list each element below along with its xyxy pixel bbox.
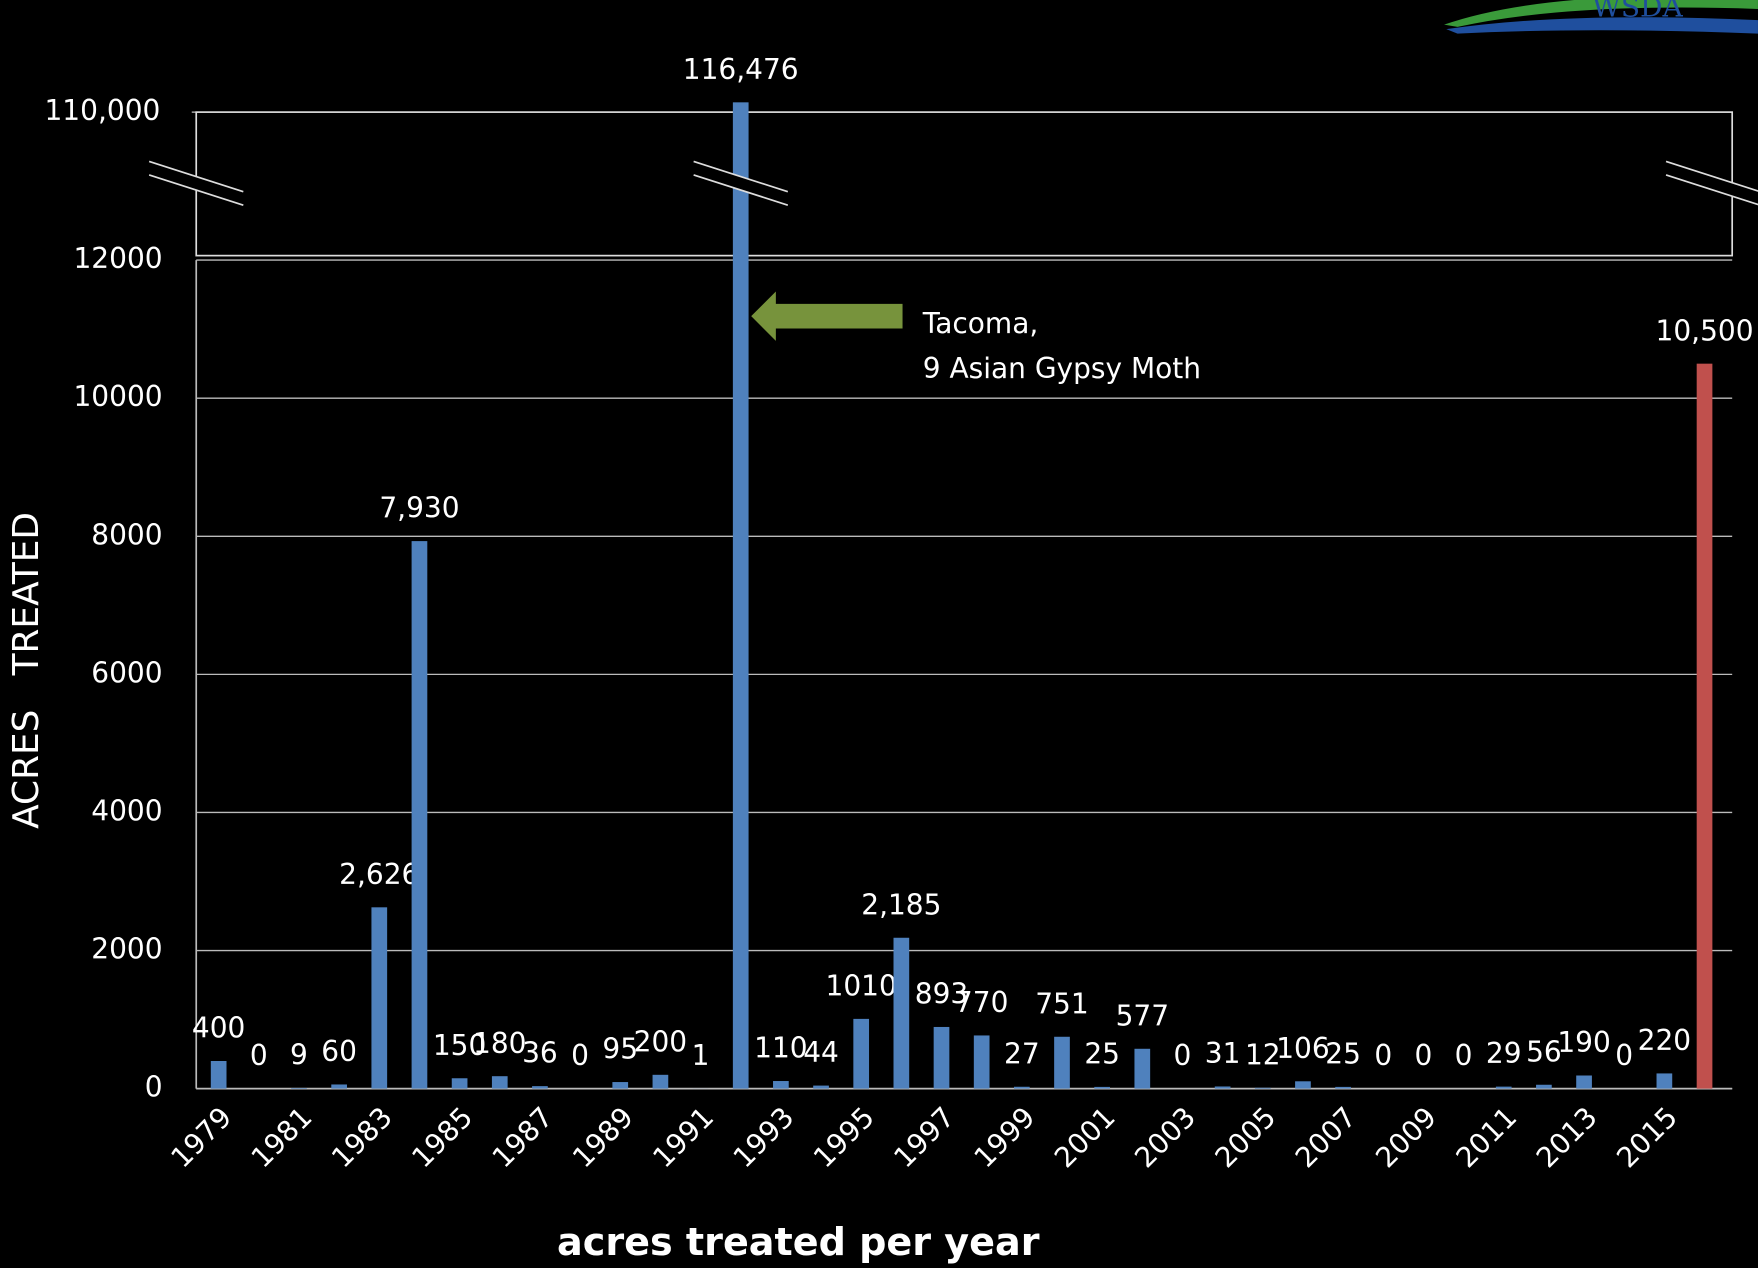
value-label: 60	[321, 1035, 357, 1068]
value-label: 9	[290, 1039, 308, 1072]
value-label: 893	[915, 978, 968, 1011]
bar	[773, 1081, 789, 1089]
bar	[371, 907, 388, 1089]
value-label: 44	[803, 1036, 839, 1069]
bar	[1054, 1036, 1070, 1089]
bar	[893, 937, 910, 1089]
bar	[451, 1078, 468, 1089]
bar	[1094, 1086, 1110, 1089]
logo-swoosh	[1446, 17, 1758, 34]
bar	[1536, 1084, 1552, 1089]
y-axis-label: ACRES TREATED	[6, 512, 47, 829]
value-label: 25	[1325, 1038, 1361, 1071]
axis-break	[148, 160, 244, 193]
bar	[331, 1084, 347, 1089]
bar	[1134, 1048, 1151, 1089]
bar	[1013, 1086, 1030, 1089]
value-label: 10,500	[1656, 314, 1754, 347]
bar	[532, 1086, 548, 1089]
value-label: 0	[1174, 1039, 1192, 1072]
value-label: 770	[955, 986, 1008, 1019]
value-label: 27	[1004, 1037, 1040, 1070]
bar	[411, 541, 428, 1089]
annotation: 9 Asian Gypsy Moth	[923, 352, 1201, 385]
bar	[732, 102, 749, 1089]
value-label: 95	[602, 1033, 638, 1066]
axis-break	[693, 160, 789, 193]
y-tick-label: 110,000	[44, 94, 160, 127]
axis-break	[149, 161, 244, 206]
value-label: 36	[522, 1037, 558, 1070]
value-label: 190	[1557, 1026, 1610, 1059]
value-label: 2,626	[339, 858, 419, 891]
bar	[1576, 1075, 1592, 1089]
y-tick-label: 12000	[73, 242, 162, 275]
value-label: 0	[1455, 1039, 1473, 1072]
axis-break	[693, 174, 789, 206]
bar	[973, 1035, 990, 1089]
value-label: 0	[1374, 1039, 1392, 1072]
value-label: 56	[1526, 1035, 1562, 1068]
bar	[491, 1076, 508, 1089]
bar	[612, 1082, 629, 1089]
value-label: 29	[1486, 1037, 1522, 1070]
y-tick-label: 0	[145, 1071, 163, 1104]
value-label: 25	[1084, 1038, 1120, 1071]
value-label: 116,476	[683, 53, 799, 86]
value-label: 2,185	[861, 888, 941, 921]
value-label: 1	[692, 1039, 710, 1072]
y-tick-label: 2000	[91, 933, 162, 966]
bar	[1295, 1081, 1311, 1089]
value-label: 0	[1415, 1039, 1433, 1072]
axis-break	[1665, 160, 1758, 192]
x-axis-label: acres treated per year	[557, 1220, 1040, 1264]
logo-swoosh	[1444, 0, 1758, 27]
value-label: 106	[1276, 1032, 1329, 1065]
bar	[1335, 1086, 1351, 1089]
y-tick-label: 6000	[91, 656, 162, 689]
value-label: 7,930	[379, 492, 459, 525]
value-label: 0	[571, 1039, 589, 1072]
axis-break	[693, 161, 788, 206]
bar	[1254, 1087, 1271, 1089]
value-label: 31	[1205, 1037, 1241, 1070]
value-label: 150	[433, 1029, 486, 1062]
axis-break	[148, 174, 244, 206]
axis-break	[1666, 161, 1758, 205]
bar	[813, 1085, 829, 1089]
bar	[1495, 1086, 1512, 1089]
bar	[933, 1026, 950, 1089]
value-label: 751	[1035, 987, 1088, 1020]
value-label: 200	[634, 1025, 687, 1058]
value-label: 180	[473, 1027, 526, 1060]
bar	[1696, 363, 1713, 1089]
value-label: 110	[754, 1032, 807, 1065]
y-tick-label: 8000	[91, 518, 162, 551]
value-label: 0	[1615, 1039, 1633, 1072]
annotation: Tacoma,	[922, 307, 1039, 340]
value-label: 1010	[826, 969, 897, 1002]
logo: WSDA	[1444, 0, 1758, 34]
y-tick-label: 4000	[91, 794, 162, 827]
logo-text: WSDA	[1592, 0, 1683, 23]
y-tick-label: 10000	[73, 380, 162, 413]
bar	[1656, 1073, 1673, 1089]
bar	[291, 1087, 307, 1089]
value-label: 220	[1638, 1024, 1691, 1057]
value-label: 400	[192, 1012, 245, 1045]
value-label: 0	[250, 1039, 268, 1072]
value-label: 577	[1116, 999, 1169, 1032]
bar	[853, 1018, 870, 1089]
annotation-arrow	[751, 291, 903, 341]
bar	[652, 1074, 669, 1089]
bar	[1214, 1086, 1231, 1089]
bar	[210, 1061, 227, 1089]
axis-break	[1665, 174, 1758, 206]
value-label: 12	[1245, 1038, 1281, 1071]
